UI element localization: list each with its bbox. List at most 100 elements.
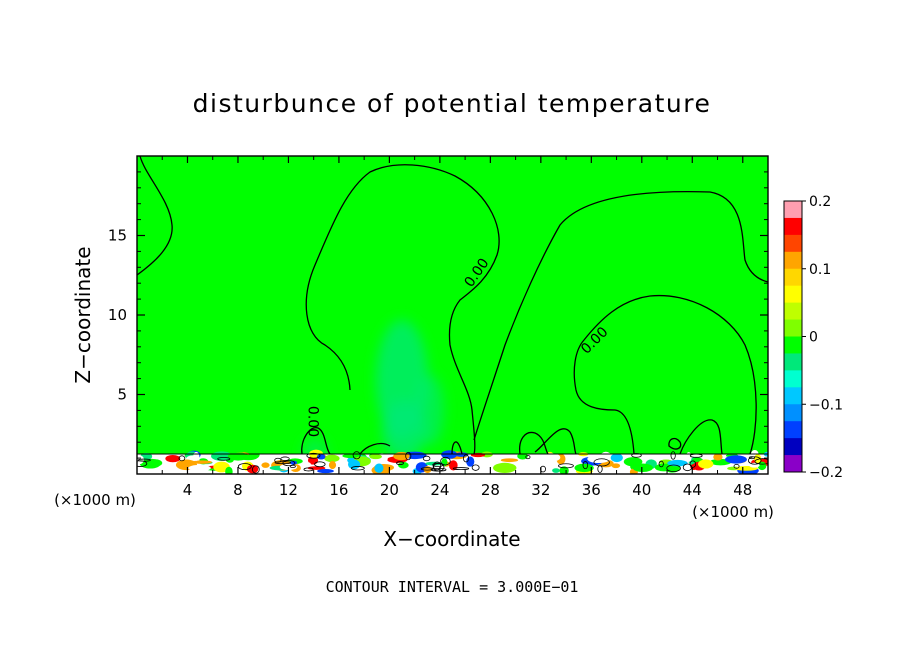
surface-patch xyxy=(188,464,211,472)
x-tick-label: 32 xyxy=(531,481,550,499)
contour-small-4 xyxy=(668,437,682,450)
surface-contour xyxy=(593,458,610,467)
surface-patch xyxy=(316,454,326,460)
colorbar-tick-label: 0 xyxy=(809,330,818,346)
colorbar-tick-label: 0.2 xyxy=(809,194,831,210)
surface-patch xyxy=(324,454,340,463)
surface-contour xyxy=(396,461,404,465)
surface-contour xyxy=(306,452,321,459)
surface-patch xyxy=(685,452,692,462)
surface-patch xyxy=(227,452,249,461)
colorbar-swatch xyxy=(784,268,802,287)
colorbar-tick-label: 0.1 xyxy=(809,262,831,278)
surface-patch xyxy=(500,458,519,463)
surface-patch xyxy=(466,456,475,467)
surface-contour xyxy=(289,464,296,468)
surface-contour xyxy=(525,455,531,460)
x-tick-label: 4 xyxy=(183,481,193,499)
surface-patch xyxy=(374,463,384,473)
y-tick-label: 15 xyxy=(108,227,127,245)
surface-contour xyxy=(666,464,681,473)
x-unit-left: (×1000 m) xyxy=(54,491,136,509)
x-tick-label: 36 xyxy=(582,481,601,499)
surface-contour xyxy=(314,461,326,468)
surface-contour xyxy=(282,460,296,467)
x-axis: 4 8 12 16 20 24 28 32 36 40 44 48 xyxy=(161,156,752,499)
colorbar-swatch xyxy=(784,319,802,337)
colorbar-swatch xyxy=(784,438,802,456)
colorbar-swatch xyxy=(784,234,802,253)
colorbar-swatch xyxy=(784,201,802,219)
contour-small-2 xyxy=(359,442,391,455)
surface-contour xyxy=(432,463,445,472)
surface-contour xyxy=(422,455,431,462)
surface-patch xyxy=(540,453,561,462)
colorbar-swatch xyxy=(784,302,802,321)
surface-patch xyxy=(317,469,334,474)
surface-patch xyxy=(552,468,560,473)
surface-patch xyxy=(483,461,493,468)
surface-contour xyxy=(582,461,589,470)
surface-contour xyxy=(597,465,603,473)
surface-patch xyxy=(611,463,621,469)
colorbar-swatch xyxy=(784,455,802,473)
surface-patch xyxy=(192,460,212,464)
x-tick-label: 44 xyxy=(683,481,702,499)
contour-small-3 xyxy=(519,428,577,455)
surface-patch xyxy=(148,459,163,467)
surface-contour xyxy=(252,465,260,474)
surface-patch xyxy=(289,460,298,465)
colorbar-swatch xyxy=(784,251,802,270)
y-axis-label: Z−coordinate xyxy=(71,246,95,383)
surface-patch xyxy=(698,459,714,469)
surface-contour xyxy=(137,458,151,462)
surface-contour xyxy=(420,467,434,471)
contour-inner-loop xyxy=(573,294,757,455)
surface-patch xyxy=(225,466,233,474)
contour-label: 0.00 xyxy=(305,406,321,437)
contour-small-6 xyxy=(451,441,463,455)
surface-contour xyxy=(747,456,762,465)
surface-patch xyxy=(470,452,486,458)
x-tick-label: 16 xyxy=(329,481,348,499)
x-unit-right: (×1000 m) xyxy=(692,503,774,521)
surface-contour xyxy=(670,451,676,460)
surface-contour xyxy=(754,458,768,465)
surface-contour xyxy=(274,457,282,463)
surface-patch xyxy=(667,459,688,467)
surface-patch xyxy=(304,462,311,468)
x-tick-label: 20 xyxy=(380,481,399,499)
colorbar-tick-label: −0.2 xyxy=(809,465,843,481)
surface-patch xyxy=(369,454,382,460)
y-tick-label: 5 xyxy=(117,386,127,404)
surface-patch xyxy=(423,466,432,474)
surface-patch xyxy=(137,454,144,465)
surface-patch xyxy=(261,462,270,468)
colorbar-swatch xyxy=(784,285,802,304)
colorbar-tick-label: −0.1 xyxy=(809,397,843,413)
surface-contour xyxy=(303,467,314,472)
surface-patch xyxy=(632,463,653,473)
surface-contour xyxy=(274,461,292,465)
contour-small-1 xyxy=(301,427,331,455)
y-tick-label: 10 xyxy=(108,306,127,324)
surface-contour xyxy=(440,456,451,466)
surface-patch xyxy=(348,459,361,470)
surface-contour xyxy=(631,453,642,458)
colorbar-swatch xyxy=(784,404,802,422)
y-axis: 5 10 15 xyxy=(108,171,768,459)
surface-contour xyxy=(748,456,756,460)
cool-plume xyxy=(303,320,444,466)
x-tick-label: 12 xyxy=(279,481,298,499)
contour-left-edge xyxy=(137,156,173,276)
colorbar-swatch xyxy=(784,353,802,371)
contour-small-5 xyxy=(679,419,723,455)
surface-patch xyxy=(493,462,517,473)
surface-patch xyxy=(342,453,361,459)
surface-patch xyxy=(393,452,410,461)
colorbar: 0.2 0.1 0 −0.1 −0.2 xyxy=(783,194,843,481)
surface-contour xyxy=(350,466,365,471)
surface-contour xyxy=(471,464,480,471)
